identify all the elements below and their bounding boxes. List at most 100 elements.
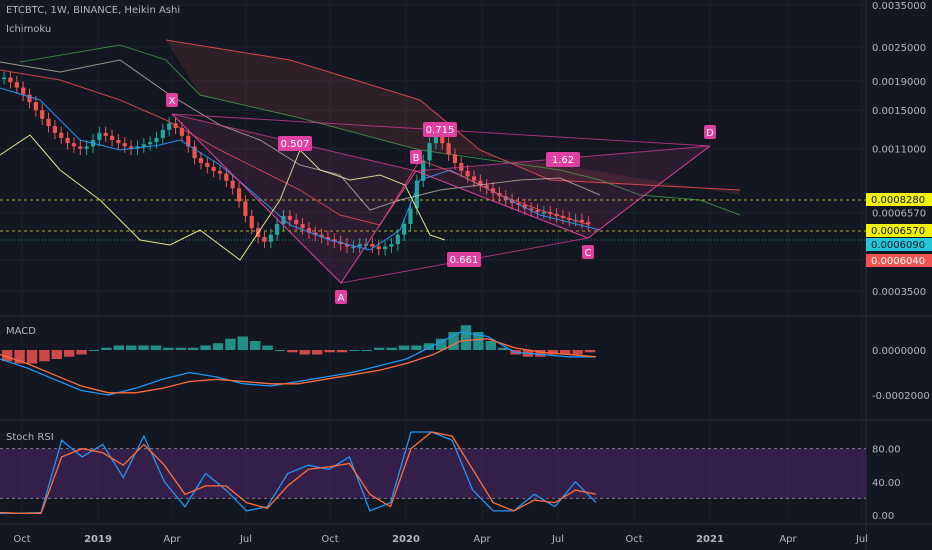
macd-histogram-bar <box>547 350 558 355</box>
macd-histogram-bar <box>560 350 571 355</box>
candle <box>2 77 7 80</box>
candle <box>129 146 134 149</box>
candle <box>478 180 483 186</box>
candle <box>490 188 496 193</box>
candle <box>294 219 299 224</box>
candle <box>116 139 121 144</box>
pattern-ratio-tag <box>278 136 312 151</box>
candle <box>52 126 57 133</box>
candle <box>414 180 419 209</box>
time-axis-label: Oct <box>625 534 642 545</box>
macd-histogram-bar <box>473 332 484 350</box>
pattern-point-label: C <box>585 248 592 259</box>
pattern-point-tag <box>704 125 716 139</box>
candle <box>351 246 356 249</box>
candles <box>2 71 591 256</box>
macd-histogram-bar <box>212 343 224 350</box>
candle <box>465 170 470 177</box>
candle <box>109 135 115 140</box>
macd-histogram-bar <box>411 345 422 350</box>
price-tag-bg <box>866 254 932 267</box>
candle <box>586 221 591 224</box>
candle <box>268 234 273 242</box>
price-tag-bg <box>866 238 932 251</box>
candle <box>160 129 165 138</box>
macd-histogram-bar <box>460 325 472 350</box>
candle <box>262 237 267 242</box>
price-tag: 0.0008280 <box>871 195 925 206</box>
candle <box>65 137 70 144</box>
candle <box>376 246 381 250</box>
macd-histogram-bar <box>188 347 199 350</box>
candle <box>103 132 108 136</box>
candle <box>141 144 146 147</box>
macd-histogram-bar <box>535 350 546 357</box>
indicator-label: Ichimoku <box>6 24 52 35</box>
candle <box>383 246 388 250</box>
candle <box>275 223 280 235</box>
stoch-axis-label: 80.00 <box>872 445 901 456</box>
candle <box>211 166 216 171</box>
pattern-fill-xab <box>172 114 416 283</box>
candle <box>433 132 438 144</box>
pattern-ratio-tag <box>423 122 457 137</box>
stoch-d-line <box>0 431 597 514</box>
macd-histogram-bar <box>39 350 50 362</box>
candle <box>205 163 210 167</box>
macd-histogram-bar <box>584 350 596 353</box>
candle <box>408 208 413 224</box>
pattern-point-label: D <box>706 128 714 139</box>
candle <box>230 180 235 189</box>
macd-histogram-bar <box>448 332 459 350</box>
candle <box>535 210 540 213</box>
macd-histogram-bar <box>88 350 100 351</box>
ichimoku-cloud <box>166 40 740 195</box>
macd-histogram-bar <box>572 350 583 355</box>
macd-histogram-bar <box>312 350 323 355</box>
stoch-axis-label: 0.00 <box>872 511 894 522</box>
pattern-point-label: B <box>413 153 420 164</box>
pattern-point-label: X <box>169 96 176 107</box>
candle <box>319 234 324 238</box>
candle <box>522 204 527 209</box>
pattern-ratio-tag <box>447 252 481 267</box>
candle <box>389 244 394 247</box>
macd-histogram-bar <box>349 350 360 351</box>
candle <box>122 143 127 147</box>
macd-histogram-bar <box>126 345 137 350</box>
symbol-title: ETCBTC, 1W, BINANCE, Heikin Ashi <box>6 5 181 16</box>
pattern-ratio-tag <box>546 152 580 167</box>
time-axis-label: Apr <box>473 534 491 545</box>
macd-histogram-bar <box>101 347 112 350</box>
time-axis-label: Oct <box>321 534 338 545</box>
pattern-point-tag <box>166 93 178 107</box>
baseline-line <box>0 59 601 211</box>
candle <box>21 87 26 95</box>
macd-histogram-bar <box>498 347 509 350</box>
candle <box>192 146 197 159</box>
macd-histogram-bar <box>274 350 286 351</box>
macd-histogram-bar <box>237 336 248 350</box>
price-axis-label: 0.0003500 <box>872 287 926 298</box>
candle <box>325 237 331 240</box>
macd-histogram-bar <box>200 345 211 350</box>
pattern-point-tag <box>410 150 422 164</box>
kijun-sen <box>0 69 591 226</box>
candle <box>198 158 204 164</box>
tenkan-sen <box>0 87 601 251</box>
macd-histogram-bar <box>150 345 162 350</box>
candle <box>78 146 83 149</box>
candle <box>332 239 337 242</box>
price-axis-label: 0.0035000 <box>872 1 926 12</box>
price-tag: 0.0006090 <box>871 240 925 251</box>
candle <box>33 102 38 111</box>
pattern-ratio-label: 0.507 <box>281 139 310 150</box>
macd-histogram-bar <box>163 347 174 350</box>
price-tag: 0.0006570 <box>871 226 925 237</box>
macd-signal-line <box>0 338 597 394</box>
price-tag-bg <box>866 224 932 237</box>
macd-histogram-bar <box>299 350 310 355</box>
macd-histogram-bar <box>436 338 447 350</box>
macd-histogram-bar <box>423 343 434 350</box>
